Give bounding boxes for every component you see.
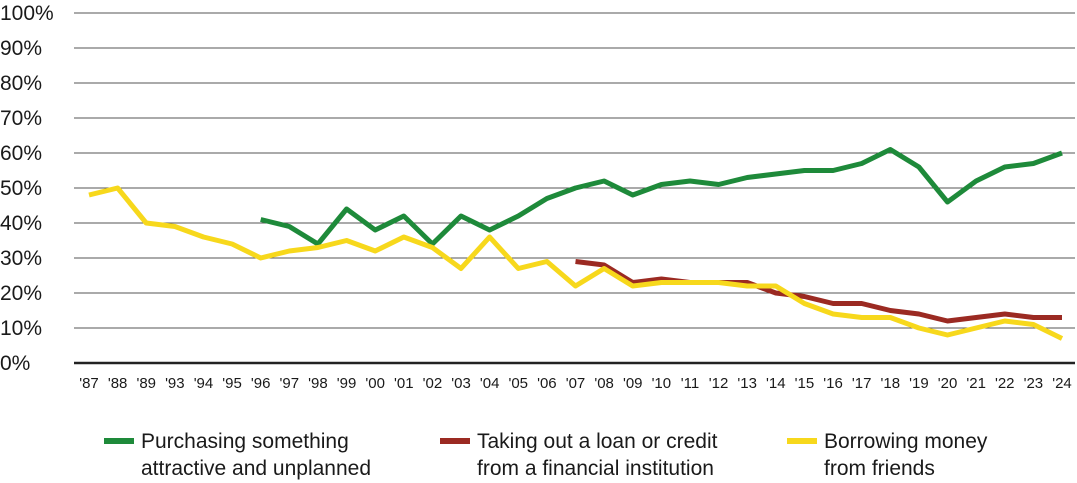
y-tick-label: 70%: [0, 107, 42, 130]
x-tick-label: '10: [652, 375, 672, 392]
y-tick-label: 20%: [0, 282, 42, 305]
y-tick-label: 60%: [0, 142, 42, 165]
x-tick-label: '17: [852, 375, 872, 392]
x-tick-label: '16: [823, 375, 843, 392]
series-line-2: [88, 185, 1064, 341]
legend-label: from a financial institution: [477, 457, 714, 480]
x-tick-label: '95: [222, 375, 242, 392]
x-axis-ticks: '87 '88 '89 '93 '94 '95 '96 '97 '98 '99 '00 '01 '02 '…: [79, 375, 1072, 392]
legend-label: attractive and unplanned: [141, 457, 371, 480]
series-lines: [88, 147, 1064, 341]
x-tick-label: '02: [423, 375, 443, 392]
x-tick-label: '01: [394, 375, 414, 392]
x-tick-label: '03: [451, 375, 471, 392]
x-tick-label: '93: [165, 375, 185, 392]
x-tick-label: '11: [681, 375, 699, 392]
y-tick-label: 90%: [0, 37, 42, 60]
legend-item-0: Purchasing something attractive and unpla…: [104, 430, 371, 480]
legend-item-1: Taking out a loan or credit from a financ…: [440, 430, 718, 480]
legend-label: Purchasing something: [141, 430, 349, 453]
y-axis-ticks: 0% 10% 20% 30% 40% 50% 60% 70% 80% 90% 100%: [0, 2, 54, 375]
legend-label: Borrowing money: [824, 430, 988, 453]
x-tick-label: '06: [537, 375, 557, 392]
x-tick-label: '97: [280, 375, 300, 392]
x-tick-label: '00: [365, 375, 385, 392]
y-tick-label: 100%: [0, 2, 54, 25]
legend-label: Taking out a loan or credit: [477, 430, 718, 453]
series-line-1: [575, 259, 1062, 324]
legend-item-2: Borrowing money from friends: [787, 430, 988, 480]
x-tick-label: '12: [709, 375, 729, 392]
x-tick-label: '99: [337, 375, 357, 392]
x-tick-label: '89: [136, 375, 156, 392]
x-tick-label: '15: [795, 375, 815, 392]
x-tick-label: '22: [995, 375, 1015, 392]
x-tick-label: '19: [909, 375, 929, 392]
x-tick-label: '07: [566, 375, 586, 392]
y-tick-label: 0%: [0, 352, 30, 375]
x-tick-label: '94: [194, 375, 214, 392]
x-tick-label: '09: [623, 375, 643, 392]
y-tick-label: 30%: [0, 247, 42, 270]
x-tick-label: '96: [251, 375, 271, 392]
x-tick-label: '98: [308, 375, 328, 392]
x-tick-label: '23: [1024, 375, 1044, 392]
x-tick-label: '88: [108, 375, 128, 392]
legend: Purchasing something attractive and unpla…: [104, 430, 988, 480]
x-tick-label: '24: [1052, 375, 1072, 392]
y-tick-label: 50%: [0, 177, 42, 200]
x-tick-label: '13: [737, 375, 757, 392]
x-tick-label: '05: [508, 375, 528, 392]
y-tick-label: 40%: [0, 212, 42, 235]
legend-label: from friends: [824, 457, 935, 480]
y-tick-label: 10%: [0, 317, 42, 340]
x-tick-label: '04: [480, 375, 500, 392]
x-tick-label: '21: [966, 375, 986, 392]
x-tick-label: '14: [766, 375, 786, 392]
x-tick-label: '20: [938, 375, 958, 392]
series-line-0: [260, 147, 1063, 247]
x-tick-label: '08: [594, 375, 614, 392]
x-tick-label: '18: [881, 375, 901, 392]
x-tick-label: '87: [79, 375, 99, 392]
y-tick-label: 80%: [0, 72, 42, 95]
